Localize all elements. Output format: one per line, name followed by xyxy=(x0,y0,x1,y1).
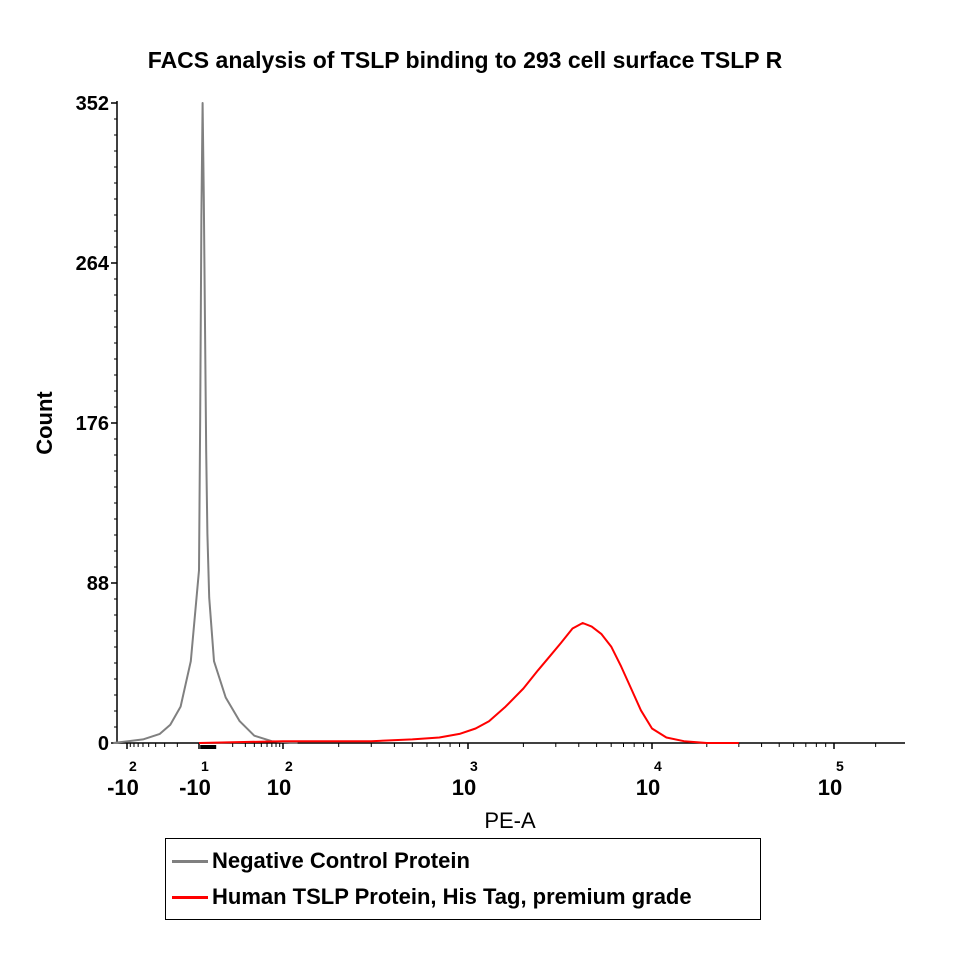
legend: Negative Control Protein Human TSLP Prot… xyxy=(165,838,761,920)
legend-label-negative-control: Negative Control Protein xyxy=(212,848,470,873)
y-tick-label: 264 xyxy=(76,253,110,275)
y-tick-label: 176 xyxy=(76,413,109,435)
x-tick-exponent: 1 xyxy=(201,758,209,774)
x-tick-exponent: 5 xyxy=(836,758,844,774)
x-tick-label: 10 xyxy=(452,775,476,800)
y-tick-label: 352 xyxy=(76,93,109,115)
series-line-negative-control xyxy=(113,102,298,744)
series-line-human-tslp xyxy=(198,622,739,744)
x-tick-label: 10 xyxy=(267,775,291,800)
x-axis-label: PE-A xyxy=(484,808,536,833)
y-tick-label: 88 xyxy=(87,573,109,595)
legend-item-human-tslp: Human TSLP Protein, His Tag, premium gra… xyxy=(172,881,692,913)
x-tick-label: -10 xyxy=(179,775,211,800)
x-tick-label: 10 xyxy=(636,775,660,800)
x-tick-exponent: 2 xyxy=(285,758,293,774)
legend-swatch-human-tslp xyxy=(172,895,208,899)
x-tick-label: 10 xyxy=(818,775,842,800)
y-axis-label: Count xyxy=(32,391,57,455)
x-tick-exponent: 2 xyxy=(129,758,137,774)
y-tick-label: 0 xyxy=(98,733,109,755)
chart-title: FACS analysis of TSLP binding to 293 cel… xyxy=(148,47,783,73)
legend-label-human-tslp: Human TSLP Protein, His Tag, premium gra… xyxy=(212,884,692,909)
zero-marker xyxy=(200,745,217,749)
x-tick-label: -10 xyxy=(107,775,139,800)
legend-item-negative-control: Negative Control Protein xyxy=(172,845,470,877)
legend-swatch-negative-control xyxy=(172,859,208,863)
x-tick-exponent: 4 xyxy=(654,758,662,774)
x-tick-exponent: 3 xyxy=(470,758,478,774)
